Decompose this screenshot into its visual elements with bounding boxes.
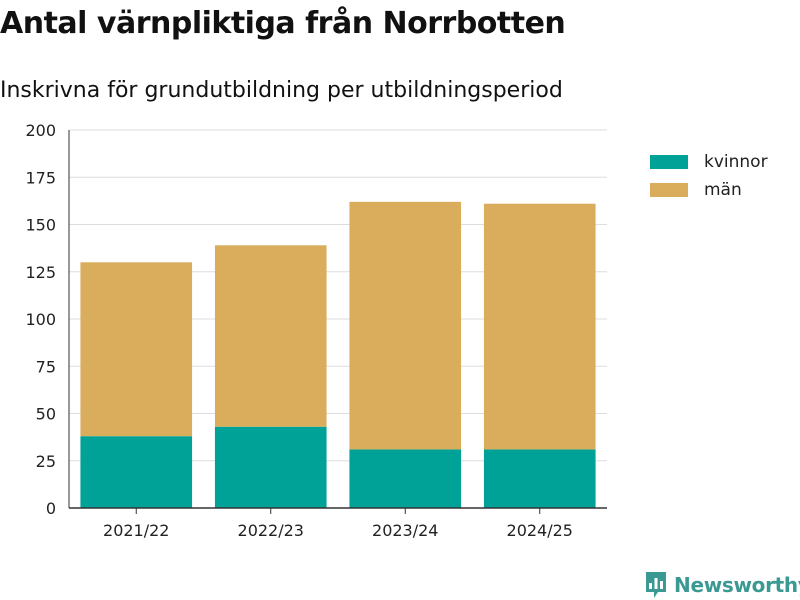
newsworthy-logo-text: Newsworthy bbox=[674, 573, 800, 597]
y-tick-label: 75 bbox=[36, 357, 56, 376]
y-tick-label: 200 bbox=[25, 121, 56, 140]
x-tick-label: 2024/25 bbox=[507, 521, 573, 540]
bar-man bbox=[349, 201, 462, 450]
y-tick-label: 50 bbox=[36, 405, 56, 424]
bar-man bbox=[483, 203, 596, 450]
x-tick-label: 2022/23 bbox=[238, 521, 304, 540]
legend-swatch-kvinnor bbox=[650, 155, 688, 169]
legend-label-kvinnor: kvinnor bbox=[704, 152, 768, 172]
legend-swatch-man bbox=[650, 183, 688, 197]
y-tick-label: 125 bbox=[25, 263, 56, 282]
legend: kvinnor män bbox=[650, 148, 768, 204]
y-tick-label: 0 bbox=[46, 499, 56, 518]
x-tick-label: 2023/24 bbox=[372, 521, 438, 540]
bar-kvinnor bbox=[483, 449, 596, 508]
chart-subtitle: Inskrivna för grundutbildning per utbild… bbox=[0, 78, 563, 103]
legend-label-man: män bbox=[704, 180, 742, 200]
newsworthy-logo-icon bbox=[646, 572, 666, 598]
chart-title: Antal värnpliktiga från Norrbotten bbox=[0, 6, 566, 41]
legend-item-man: män bbox=[650, 176, 768, 204]
y-tick-label: 100 bbox=[25, 310, 56, 329]
bar-man bbox=[214, 245, 327, 427]
bar-kvinnor bbox=[214, 426, 327, 508]
bar-kvinnor bbox=[349, 449, 462, 508]
x-tick-label: 2021/22 bbox=[103, 521, 169, 540]
y-tick-label: 175 bbox=[25, 168, 56, 187]
newsworthy-logo: Newsworthy bbox=[644, 570, 800, 600]
bar-kvinnor bbox=[80, 436, 193, 508]
legend-item-kvinnor: kvinnor bbox=[650, 148, 768, 176]
bar-man bbox=[80, 262, 193, 437]
y-tick-label: 25 bbox=[36, 452, 56, 471]
y-tick-label: 150 bbox=[25, 216, 56, 235]
